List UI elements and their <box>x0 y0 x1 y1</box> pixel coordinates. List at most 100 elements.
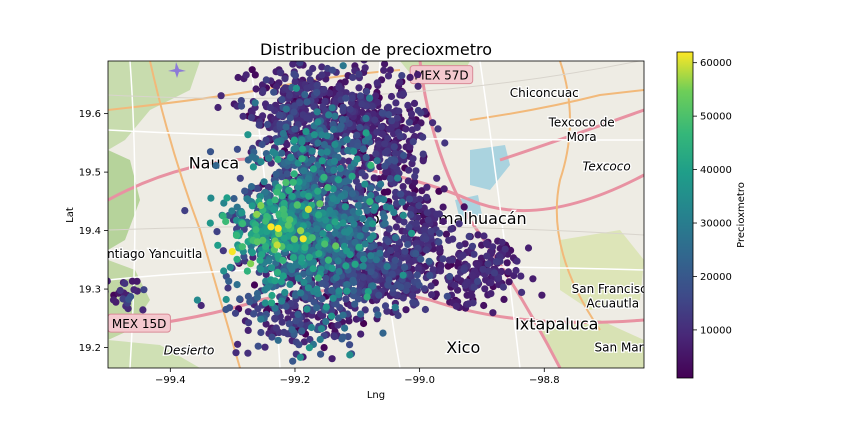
scatter-point <box>288 192 296 201</box>
scatter-point <box>373 157 381 165</box>
scatter-point <box>252 85 260 93</box>
scatter-point <box>271 315 279 323</box>
scatter-point <box>414 106 422 115</box>
scatter-point <box>489 243 497 251</box>
scatter-point <box>267 223 275 231</box>
scatter-point <box>412 167 420 175</box>
scatter-point <box>325 223 333 232</box>
scatter-point <box>285 186 293 194</box>
scatter-point <box>262 242 270 250</box>
scatter-point <box>224 284 232 292</box>
scatter-point <box>279 256 287 264</box>
scatter-point <box>391 149 399 158</box>
scatter-point <box>290 70 298 78</box>
x-axis-label: Lng <box>367 390 385 401</box>
scatter-point <box>267 264 276 272</box>
scatter-point <box>310 298 318 306</box>
scatter-point <box>367 161 375 169</box>
scatter-point <box>322 274 330 282</box>
scatter-point <box>228 207 236 215</box>
scatter-point <box>286 216 294 224</box>
scatter-point <box>385 276 393 284</box>
scatter-point <box>392 99 400 107</box>
scatter-point <box>379 329 387 337</box>
scatter-point <box>275 210 283 218</box>
scatter-point <box>259 87 267 95</box>
scatter-point <box>364 288 372 296</box>
scatter-point <box>253 210 261 218</box>
scatter-point <box>226 263 234 271</box>
scatter-point <box>322 26 329 33</box>
scatter-point <box>358 100 366 108</box>
scatter-point <box>419 133 427 141</box>
scatter-point <box>452 302 460 310</box>
scatter-point <box>322 318 330 326</box>
scatter-point <box>362 114 370 122</box>
scatter-point <box>392 223 400 231</box>
scatter-point <box>493 258 501 266</box>
scatter-point <box>283 170 291 178</box>
scatter-point <box>390 262 398 270</box>
scatter-point <box>340 213 348 221</box>
scatter-point <box>217 92 225 100</box>
scatter-point <box>213 228 221 236</box>
scatter-point <box>378 109 386 117</box>
scatter-point <box>386 246 395 255</box>
scatter-point <box>500 295 508 303</box>
scatter-point <box>284 221 292 229</box>
scatter-point <box>367 268 375 276</box>
scatter-point <box>361 306 369 314</box>
scatter-point <box>339 103 347 111</box>
scatter-point <box>372 150 380 158</box>
scatter-point <box>234 73 242 82</box>
scatter-point <box>411 172 419 180</box>
scatter-point <box>434 125 442 133</box>
scatter-point <box>351 300 359 308</box>
scatter-point <box>228 248 236 256</box>
scatter-point <box>426 271 434 280</box>
scatter-point <box>262 320 270 328</box>
scatter-point <box>460 266 468 274</box>
scatter-point <box>236 174 244 182</box>
colorbar-tick-label: 10000 <box>700 325 732 336</box>
scatter-point <box>232 349 240 357</box>
scatter-point <box>538 291 546 299</box>
scatter-point <box>329 185 337 193</box>
scatter-point <box>383 307 391 315</box>
scatter-point <box>329 125 337 134</box>
scatter-point <box>225 277 233 285</box>
scatter-point <box>314 187 322 195</box>
map-place-label: Chiconcuac <box>510 86 579 100</box>
scatter-point <box>524 244 533 252</box>
scatter-point <box>318 295 326 303</box>
scatter-point <box>335 267 343 276</box>
scatter-point <box>447 225 455 233</box>
scatter-point <box>408 292 417 300</box>
scatter-point <box>261 299 269 307</box>
scatter-point <box>236 295 244 303</box>
scatter-point <box>295 178 303 186</box>
scatter-point <box>381 219 389 227</box>
scatter-point <box>354 142 362 150</box>
scatter-point <box>367 263 375 271</box>
scatter-point <box>398 198 406 206</box>
scatter-point <box>322 216 330 224</box>
scatter-point <box>407 110 416 118</box>
scatter-point <box>405 166 413 174</box>
scatter-point <box>255 121 263 129</box>
scatter-point <box>323 132 331 140</box>
scatter-point <box>265 154 273 162</box>
scatter-point <box>373 79 381 87</box>
scatter-point <box>257 315 265 323</box>
colorbar-label: Precioxmetro <box>736 182 747 248</box>
scatter-point <box>302 128 310 136</box>
scatter-point <box>248 202 256 210</box>
scatter-point <box>297 289 305 297</box>
scatter-point <box>314 118 322 126</box>
scatter-point <box>480 232 488 240</box>
scatter-point <box>359 273 367 281</box>
scatter-point <box>343 281 351 289</box>
scatter-point <box>286 114 294 122</box>
scatter-point <box>517 272 525 280</box>
x-tick-label: −99.4 <box>155 375 186 386</box>
